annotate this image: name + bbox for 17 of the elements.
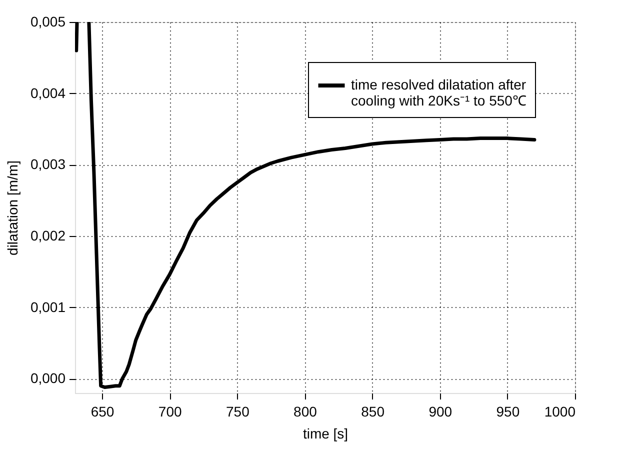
x-tick-label: 650	[90, 404, 114, 420]
legend-label: time resolved dilatation after cooling with 20Ks⁻¹ to 550℃	[351, 76, 526, 108]
y-axis-title: dilatation [m/m]	[4, 160, 20, 256]
x-tick-label: 700	[158, 404, 182, 420]
x-tick-label: 750	[226, 404, 250, 420]
x-axis-title: time [s]	[302, 426, 348, 442]
y-tick-label: 0,005	[30, 14, 66, 30]
x-tick-label: 1000	[544, 404, 576, 420]
x-tick-label: 900	[428, 404, 452, 420]
x-tick-label: 850	[361, 404, 385, 420]
y-tick-label: 0,003	[30, 156, 66, 172]
x-tick-label: 950	[496, 404, 520, 420]
y-tick-label: 0,002	[30, 228, 66, 244]
y-tick-label: 0,004	[30, 84, 66, 101]
y-tick-label: 0,001	[30, 298, 66, 315]
y-tick-label: 0,000	[30, 370, 66, 386]
x-tick-label: 800	[294, 404, 318, 420]
